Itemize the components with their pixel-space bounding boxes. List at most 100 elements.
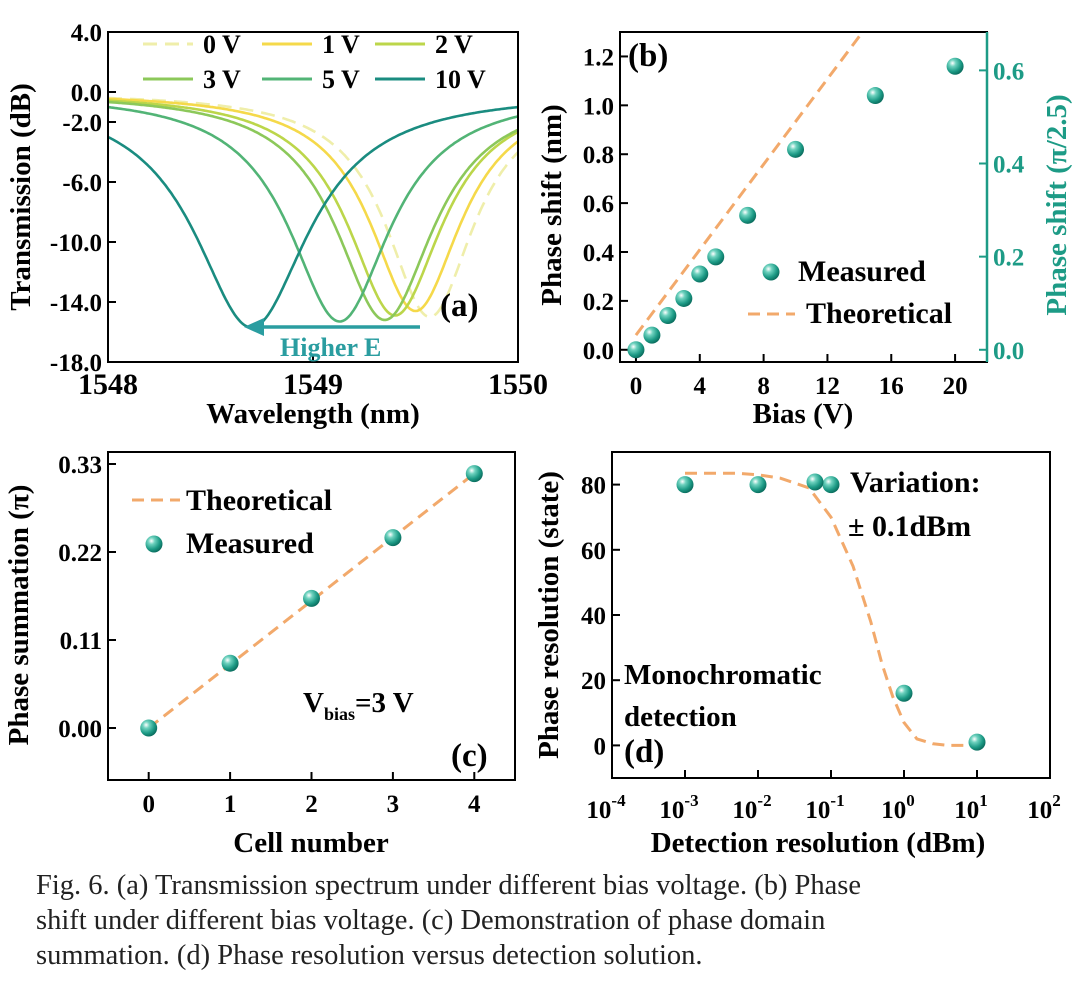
- y-tick-label: 0.6: [583, 191, 614, 218]
- measured-point: [384, 529, 402, 547]
- x-tick-label: 10-1: [805, 791, 844, 824]
- panel-a-legend: 0 V 1 V 2 V 3 V 5 V 10 V: [143, 30, 486, 94]
- panel-c-legend: Theoretical Measured: [132, 484, 332, 560]
- x-tick-label: 1550: [488, 368, 548, 401]
- panel-d-ylabel: Phase resolution (state): [533, 471, 565, 759]
- measured-point: [303, 589, 320, 607]
- measured-point: [739, 206, 757, 224]
- y-tick-label: 0.0: [71, 80, 102, 107]
- y-tick-label: 20: [581, 668, 606, 695]
- y-tick-label: -2.0: [62, 110, 102, 137]
- y-tick-label: 0.2: [583, 289, 614, 316]
- detection-annotation: detection: [624, 701, 737, 733]
- x-tick-label: 100: [881, 791, 915, 824]
- caption-line: summation. (d) Phase resolution versus d…: [36, 940, 703, 971]
- panel-d: 0 20 40 60 80 10-4 10-3 10-2 10-1 100 101 102 Varia…: [533, 451, 1061, 859]
- x-tick-label: 10-4: [586, 791, 626, 824]
- x-tick-label: 1549: [283, 368, 343, 401]
- caption-line: Fig. 6. (a) Transmission spectrum under …: [36, 870, 862, 901]
- legend-variation-label: Variation:: [850, 466, 981, 499]
- x-tick-label: 10-3: [659, 791, 698, 824]
- panel-b-ylabel: Phase shift (nm): [536, 104, 568, 305]
- panel-b-y2label: Phase shift (π/2.5): [1041, 94, 1073, 315]
- legend-label-2v: 2 V: [435, 30, 473, 59]
- panel-c-points: [140, 465, 483, 737]
- higher-e-arrow-head: [244, 318, 264, 336]
- legend-theory-label-c: Theoretical: [186, 484, 332, 517]
- measured-point: [675, 289, 693, 307]
- legend-theory-label: Theoretical: [806, 297, 952, 330]
- panel-c: 0.00 0.11 0.22 0.33 0 1 2 3 4 Theoretical Measur…: [3, 451, 516, 859]
- y-tick-label: 0.33: [58, 452, 102, 479]
- panel-b-label: (b): [628, 38, 668, 74]
- measured-point: [221, 654, 239, 672]
- transmission-curve: [108, 96, 518, 319]
- legend-variation-value: ± 0.1dBm: [848, 510, 971, 543]
- x-tick-label: 10-2: [732, 791, 771, 824]
- higher-e-label: Higher E: [280, 333, 381, 362]
- measured-point: [946, 57, 964, 75]
- panel-d-label: (d): [624, 734, 664, 770]
- panel-a-ylabel: Transmission (dB): [5, 83, 37, 310]
- measured-point: [866, 87, 884, 105]
- y-tick-label: 0.00: [58, 716, 102, 743]
- x-tick-label: 16: [879, 373, 904, 400]
- transmission-curve: [108, 97, 518, 313]
- panel-c-label: (c): [451, 738, 488, 774]
- y-tick-label: 1.2: [583, 44, 614, 71]
- x-tick-label: 1: [224, 791, 237, 818]
- y2-tick-label: 0.0: [993, 338, 1024, 365]
- y-tick-label: 0.22: [58, 540, 102, 567]
- transmission-curve: [108, 105, 518, 329]
- measured-point: [707, 248, 725, 266]
- panel-c-ticks: 0.00 0.11 0.22 0.33 0 1 2 3 4: [58, 452, 481, 818]
- y-tick-label: 80: [581, 473, 606, 500]
- measured-point: [749, 476, 767, 494]
- panel-a-label: (a): [440, 288, 478, 324]
- transmission-curve: [108, 105, 518, 323]
- higher-e-annotation: Higher E: [244, 318, 420, 362]
- panel-b-xlabel: Bias (V): [753, 398, 854, 430]
- y-tick-label: 1.0: [583, 93, 614, 120]
- y-tick-label: -6.0: [62, 170, 102, 197]
- y-tick-label: -10.0: [50, 230, 102, 257]
- measured-point: [643, 326, 661, 344]
- y-tick-label: 4.0: [71, 20, 102, 47]
- legend-marker: [806, 473, 824, 491]
- x-tick-label: 12: [815, 373, 840, 400]
- legend-label-3v: 3 V: [203, 65, 241, 94]
- panel-b-legend: Measured Theoretical: [748, 255, 952, 330]
- legend-measured-label-c: Measured: [186, 527, 314, 560]
- panel-d-ticks: 0 20 40 60 80 10-4 10-3 10-2 10-1 100 101 102: [581, 473, 1061, 824]
- panel-b-ticks: 0.0 0.2 0.4 0.6 0.8 1.0 1.2 0 4 8 12 16 20 0.0 0.2 0.4 0…: [583, 44, 1025, 400]
- panel-d-xlabel: Detection resolution (dBm): [651, 827, 986, 859]
- y-tick-label: 0.4: [583, 240, 615, 267]
- panel-d-points: [676, 473, 986, 751]
- vbias-annotation: Vbias=3 V: [303, 687, 414, 724]
- measured-point: [968, 733, 986, 751]
- y2-tick-label: 0.6: [993, 58, 1024, 85]
- theoretical-line: [634, 32, 864, 337]
- y-tick-label: 0.11: [60, 628, 102, 655]
- y-tick-label: 0.0: [583, 338, 614, 365]
- x-tick-label: 0: [142, 791, 155, 818]
- measured-point: [787, 140, 805, 158]
- measured-point: [140, 719, 158, 737]
- figure-caption: Fig. 6. (a) Transmission spectrum under …: [36, 868, 1056, 973]
- measured-point: [895, 684, 913, 702]
- y-tick-label: -14.0: [50, 290, 102, 317]
- y2-tick-label: 0.4: [993, 152, 1025, 179]
- monochromatic-annotation: Monochromatic: [624, 659, 822, 691]
- measured-point: [822, 476, 840, 494]
- legend-label-0v: 0 V: [203, 30, 241, 59]
- x-tick-label: 101: [954, 791, 988, 824]
- x-tick-label: 20: [943, 373, 968, 400]
- x-tick-label: 1548: [78, 368, 138, 401]
- panel-c-theory: [147, 472, 476, 730]
- panel-c-xlabel: Cell number: [233, 827, 389, 859]
- panel-b-points: [627, 57, 964, 359]
- y2-tick-label: 0.2: [993, 245, 1024, 272]
- legend-label-1v: 1 V: [322, 30, 360, 59]
- legend-measured-marker: [762, 263, 780, 281]
